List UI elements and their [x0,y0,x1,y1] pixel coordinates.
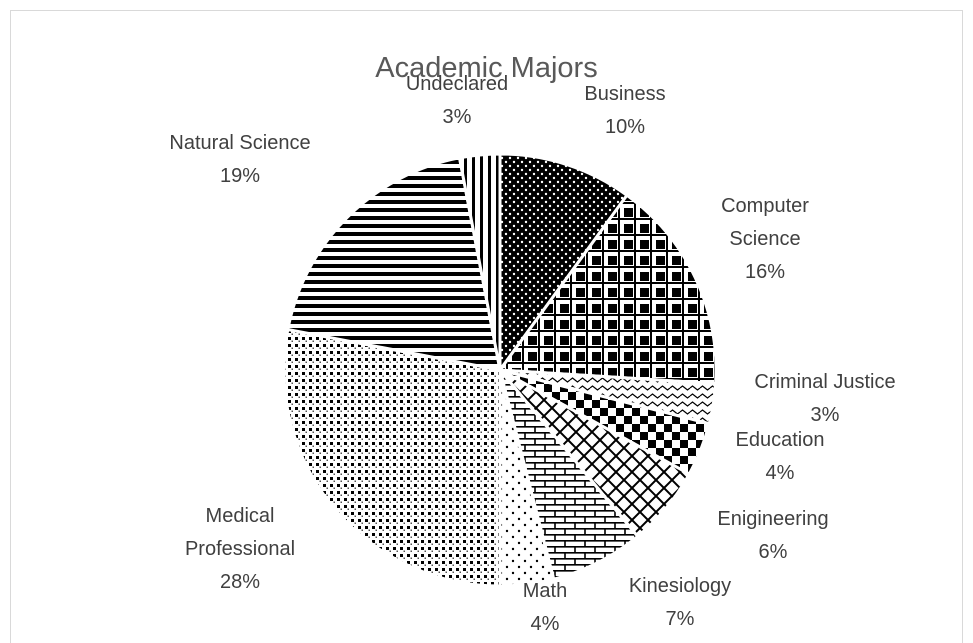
category-label: Education [735,429,825,451]
value-label: 7% [665,608,695,630]
value-label: 3% [442,106,472,128]
pie-slice [498,152,629,372]
category-label: Enigineering [717,508,829,530]
data-label: Business 10% [515,78,735,144]
data-label: Natural Science 19% [130,127,350,193]
value-label: 4% [765,462,795,484]
value-label: 6% [758,541,788,563]
chart-title: Academic Majors [375,52,598,84]
category-label: Natural Science [169,132,311,154]
data-label: Math 4% [435,575,655,641]
value-label: 28% [219,571,261,593]
pie-slice [286,156,502,372]
data-label: Kinesiology 7% [570,570,790,636]
value-label: 3% [810,404,840,426]
category-label: Math [522,580,568,602]
data-label: Computer Science 16% [705,190,825,289]
value-label: 19% [219,165,261,187]
data-label: Criminal Justice 3% [715,366,935,432]
pie-slice [458,152,502,372]
value-label: 4% [530,613,560,635]
category-label: Business [584,83,666,105]
category-label: Medical Professional [184,505,296,560]
category-label: Kinesiology [628,575,732,597]
data-label: Enigineering 6% [663,503,883,569]
pie-slice [498,193,718,386]
value-label: 10% [604,116,646,138]
value-label: 16% [744,261,786,283]
data-label: Undeclared 3% [347,68,567,134]
pie-slice [282,328,502,588]
category-label: Undeclared [405,73,509,95]
category-label: Computer Science [721,195,809,250]
data-label: Education 4% [670,424,890,490]
data-label: Medical Professional 28% [165,500,315,599]
category-label: Criminal Justice [754,371,896,393]
